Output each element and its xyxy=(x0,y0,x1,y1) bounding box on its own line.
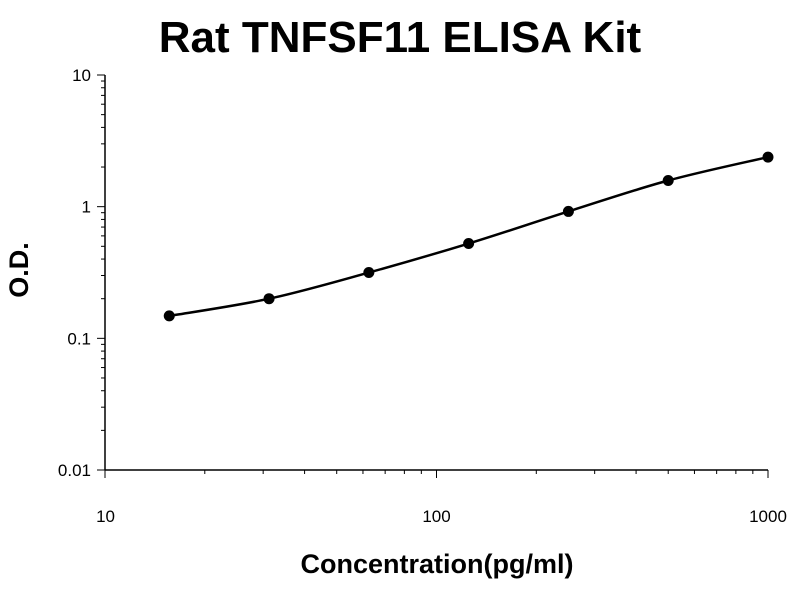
data-point xyxy=(463,238,475,250)
y-tick-label: 0.01 xyxy=(58,461,91,480)
y-tick-label: 10 xyxy=(72,66,91,85)
chart-title: Rat TNFSF11 ELISA Kit xyxy=(159,13,642,62)
x-tick-label: 100 xyxy=(422,507,450,526)
y-tick-label: 0.1 xyxy=(67,329,91,348)
y-tick-label: 1 xyxy=(82,198,91,217)
data-point xyxy=(263,293,275,305)
data-point xyxy=(762,151,774,163)
series-curve-layer xyxy=(169,155,769,318)
data-point xyxy=(163,310,175,322)
y-axis-title: O.D. xyxy=(4,242,34,298)
standard-curve-line xyxy=(169,155,769,318)
axes xyxy=(104,75,768,471)
axis-ticks: 0.01 0.1 1 10 10 100 1000 xyxy=(58,66,787,526)
data-point xyxy=(363,267,375,279)
data-point xyxy=(562,205,574,217)
x-axis-title: Concentration(pg/ml) xyxy=(301,549,574,579)
series-points-layer xyxy=(163,151,774,322)
x-tick-label: 10 xyxy=(96,507,115,526)
x-tick-label: 1000 xyxy=(749,507,787,526)
data-point xyxy=(662,175,674,187)
